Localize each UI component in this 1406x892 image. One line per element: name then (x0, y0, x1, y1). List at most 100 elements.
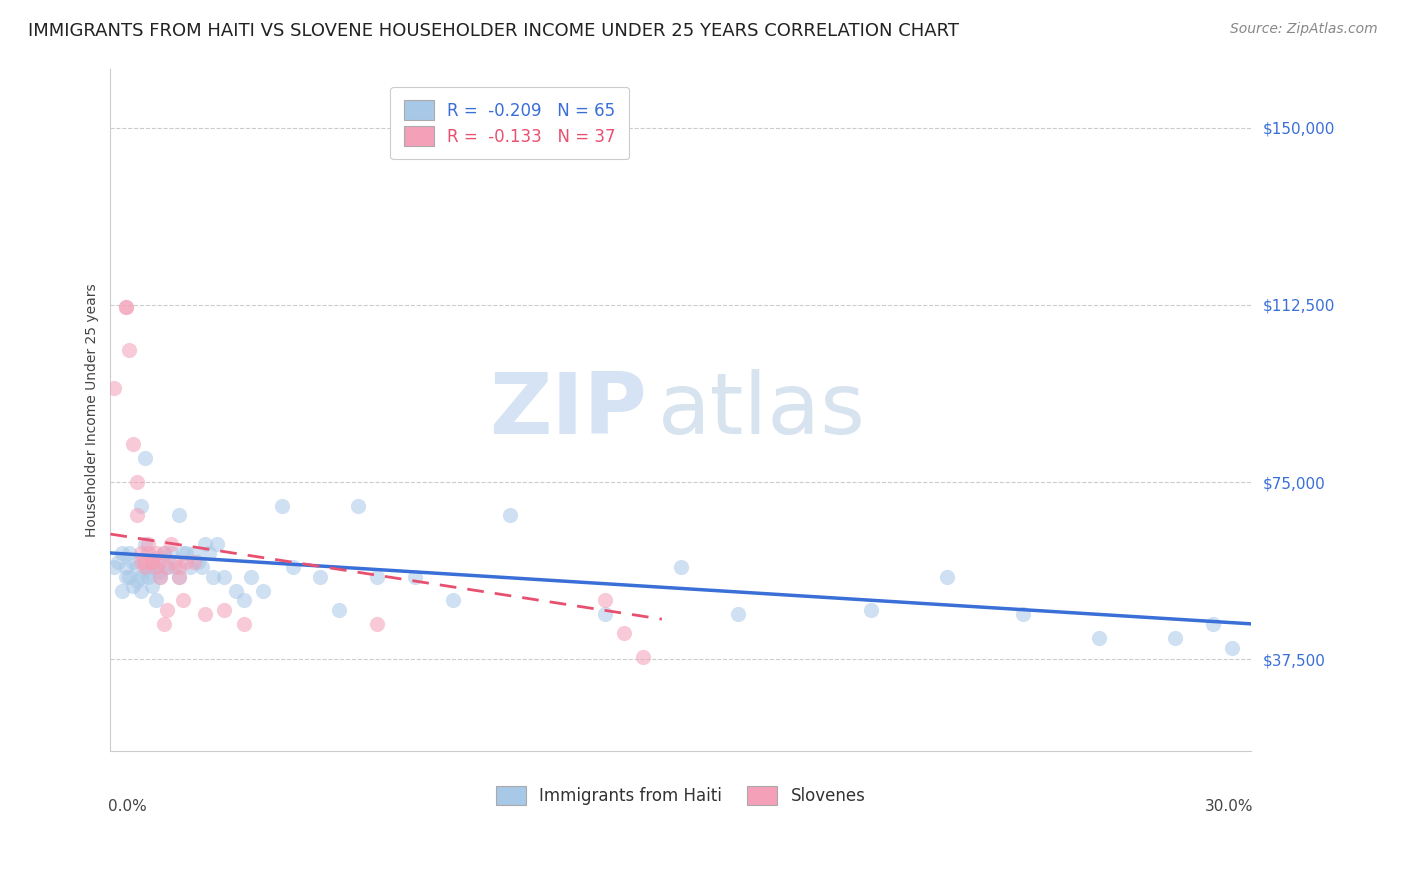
Point (122, 579, 145, 593)
Point (141, 579, 163, 593)
Point (167, 569, 190, 583)
Point (111, 583, 134, 598)
Point (308, 569, 330, 583)
Point (149, 556, 172, 570)
Point (366, 616, 388, 631)
Point (149, 569, 172, 583)
Point (138, 546, 160, 560)
Point (152, 616, 174, 631)
Point (138, 569, 160, 583)
Text: ZIP: ZIP (489, 368, 647, 451)
Point (225, 583, 247, 598)
Point (167, 560, 190, 574)
Point (167, 569, 190, 583)
Point (134, 556, 156, 570)
Point (936, 569, 959, 583)
Point (103, 380, 125, 394)
Point (103, 560, 125, 574)
Point (1220, 640, 1243, 655)
Point (214, 569, 236, 583)
Point (125, 475, 148, 489)
Point (118, 546, 141, 560)
Point (165, 560, 187, 574)
Point (141, 556, 163, 570)
Point (125, 560, 148, 574)
Point (122, 437, 145, 451)
Point (190, 560, 212, 574)
Point (172, 546, 194, 560)
Point (205, 536, 228, 550)
Point (118, 569, 141, 583)
Point (114, 300, 136, 314)
Point (346, 499, 368, 513)
Point (145, 546, 167, 560)
Point (183, 556, 205, 570)
Point (141, 560, 163, 574)
Point (141, 556, 163, 570)
Point (114, 569, 136, 583)
Point (613, 626, 636, 640)
Point (129, 546, 152, 560)
Point (134, 451, 156, 466)
Point (859, 603, 882, 617)
Point (441, 593, 464, 607)
Point (125, 508, 148, 523)
Point (240, 569, 263, 583)
Point (669, 560, 692, 574)
Point (138, 536, 160, 550)
Point (366, 569, 388, 583)
Point (499, 508, 522, 523)
Point (593, 593, 616, 607)
Point (129, 556, 152, 570)
Point (152, 546, 174, 560)
Point (134, 560, 156, 574)
Point (281, 560, 304, 574)
Point (1012, 607, 1035, 622)
Legend: Immigrants from Haiti, Slovenes: Immigrants from Haiti, Slovenes (489, 779, 872, 812)
Point (107, 556, 129, 570)
Point (232, 616, 254, 631)
Point (1164, 631, 1187, 645)
Point (727, 607, 749, 622)
Point (179, 560, 201, 574)
Text: atlas: atlas (658, 368, 866, 451)
Point (328, 603, 350, 617)
Point (176, 546, 198, 560)
Point (252, 583, 274, 598)
Point (111, 546, 134, 560)
Point (145, 550, 167, 565)
Point (631, 649, 654, 664)
Point (160, 546, 183, 560)
Point (145, 560, 167, 574)
Point (198, 546, 221, 560)
Point (149, 565, 172, 579)
Point (114, 560, 136, 574)
Text: IMMIGRANTS FROM HAITI VS SLOVENE HOUSEHOLDER INCOME UNDER 25 YEARS CORRELATION C: IMMIGRANTS FROM HAITI VS SLOVENE HOUSEHO… (28, 22, 959, 40)
Point (165, 556, 187, 570)
Point (214, 603, 236, 617)
Point (134, 536, 156, 550)
Point (149, 569, 172, 583)
Point (232, 593, 254, 607)
Point (118, 343, 141, 357)
Point (1202, 616, 1225, 631)
Point (129, 583, 152, 598)
Text: 30.0%: 30.0% (1205, 799, 1254, 814)
Point (187, 556, 209, 570)
Y-axis label: Householder Income Under 25 years: Householder Income Under 25 years (86, 283, 100, 537)
Text: Source: ZipAtlas.com: Source: ZipAtlas.com (1230, 22, 1378, 37)
Point (176, 556, 198, 570)
Text: 0.0%: 0.0% (108, 799, 146, 814)
Point (129, 569, 152, 583)
Point (1088, 631, 1111, 645)
Point (194, 607, 217, 622)
Point (156, 560, 179, 574)
Point (172, 593, 194, 607)
Point (404, 569, 426, 583)
Point (160, 536, 183, 550)
Point (129, 499, 152, 513)
Point (145, 593, 167, 607)
Point (167, 508, 190, 523)
Point (138, 565, 160, 579)
Point (114, 300, 136, 314)
